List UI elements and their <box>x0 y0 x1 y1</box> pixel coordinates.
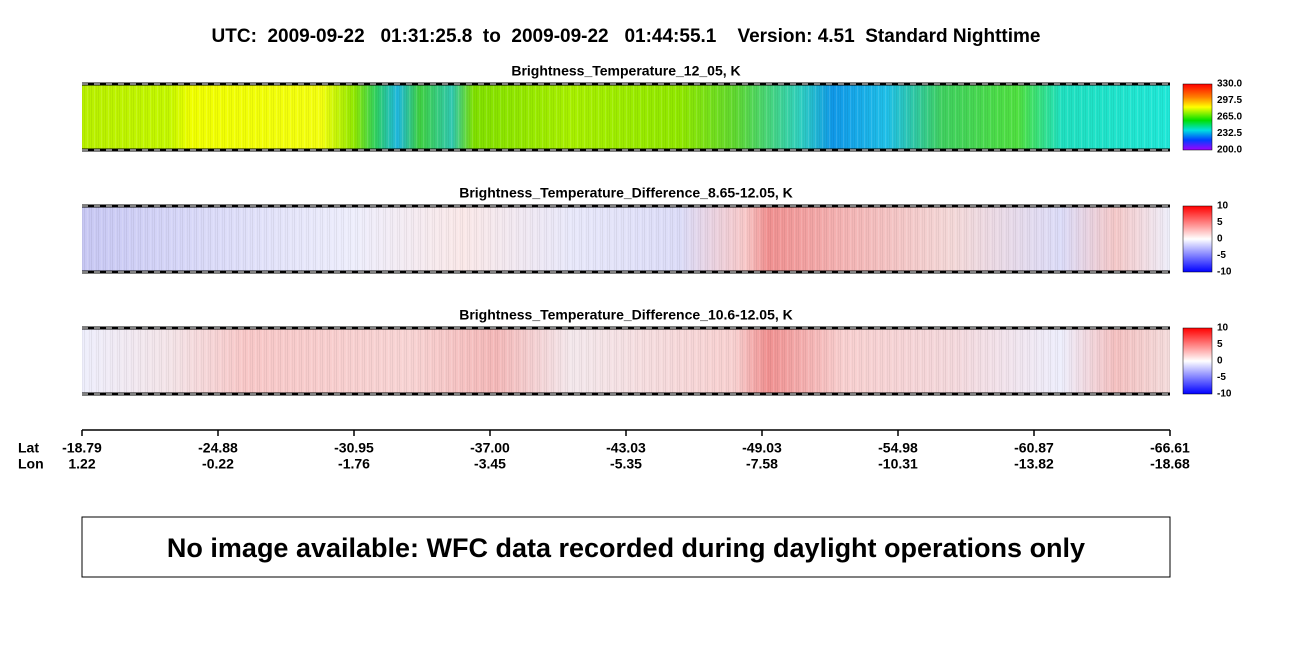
panel: Brightness_Temperature_Difference_10.6-1… <box>82 307 1232 400</box>
colorbar-label: 0 <box>1217 234 1223 245</box>
lat-label: -30.95 <box>334 440 374 456</box>
image-texture <box>82 84 1170 150</box>
lon-label: -0.22 <box>202 456 234 472</box>
panel-title: Brightness_Temperature_Difference_10.6-1… <box>459 307 793 323</box>
lon-label: -18.68 <box>1150 456 1190 472</box>
colorbar-label: 5 <box>1217 339 1223 350</box>
colorbar-label: 10 <box>1217 201 1229 212</box>
colorbar <box>1182 83 1213 151</box>
lon-label: -13.82 <box>1014 456 1054 472</box>
notice-text: No image available: WFC data recorded du… <box>167 533 1085 563</box>
colorbar-label: 0 <box>1217 356 1223 367</box>
colorbar-label: -5 <box>1217 250 1226 261</box>
row-label: Lat <box>18 440 39 456</box>
lon-label: -10.31 <box>878 456 918 472</box>
lat-label: -24.88 <box>198 440 238 456</box>
colorbar-label: -10 <box>1217 267 1232 278</box>
lon-label: -3.45 <box>474 456 506 472</box>
colorbar-label: 297.5 <box>1217 95 1242 106</box>
panel-title: Brightness_Temperature_Difference_8.65-1… <box>459 185 793 201</box>
panel: Brightness_Temperature_Difference_8.65-1… <box>82 185 1232 278</box>
panel: Brightness_Temperature_12_05, K 330.0 297.… <box>82 63 1242 156</box>
lon-label: -7.58 <box>746 456 778 472</box>
lat-label: -54.98 <box>878 440 918 456</box>
colorbar <box>1182 205 1213 273</box>
panel-title: Brightness_Temperature_12_05, K <box>511 63 740 79</box>
panels: Brightness_Temperature_12_05, K 330.0 297.… <box>82 63 1242 400</box>
colorbar-label: 10 <box>1217 323 1229 334</box>
colorbar-label: 330.0 <box>1217 79 1242 90</box>
colorbar-label: 5 <box>1217 217 1223 228</box>
along-track-axis: -18.791.22 -24.88-0.22 -30.95-1.76 -37.00-3… <box>18 429 1190 472</box>
colorbar <box>1182 327 1213 395</box>
lon-label: 1.22 <box>68 456 95 472</box>
colorbar-label: 232.5 <box>1217 128 1242 139</box>
lat-label: -43.03 <box>606 440 646 456</box>
page-title: UTC: 2009-09-22 01:31:25.8 to 2009-09-22… <box>212 26 1041 47</box>
lat-label: -66.61 <box>1150 440 1190 456</box>
image-texture <box>82 328 1170 394</box>
lat-label: -37.00 <box>470 440 510 456</box>
lat-label: -60.87 <box>1014 440 1054 456</box>
lat-label: -18.79 <box>62 440 102 456</box>
row-label: Lon <box>18 456 44 472</box>
lon-label: -1.76 <box>338 456 370 472</box>
colorbar-label: 200.0 <box>1217 145 1242 156</box>
lat-label: -49.03 <box>742 440 782 456</box>
colorbar-label: -5 <box>1217 372 1226 383</box>
colorbar-label: -10 <box>1217 389 1232 400</box>
lon-label: -5.35 <box>610 456 642 472</box>
image-texture <box>82 206 1170 272</box>
notice-box <box>81 516 1171 578</box>
colorbar-label: 265.0 <box>1217 112 1242 123</box>
